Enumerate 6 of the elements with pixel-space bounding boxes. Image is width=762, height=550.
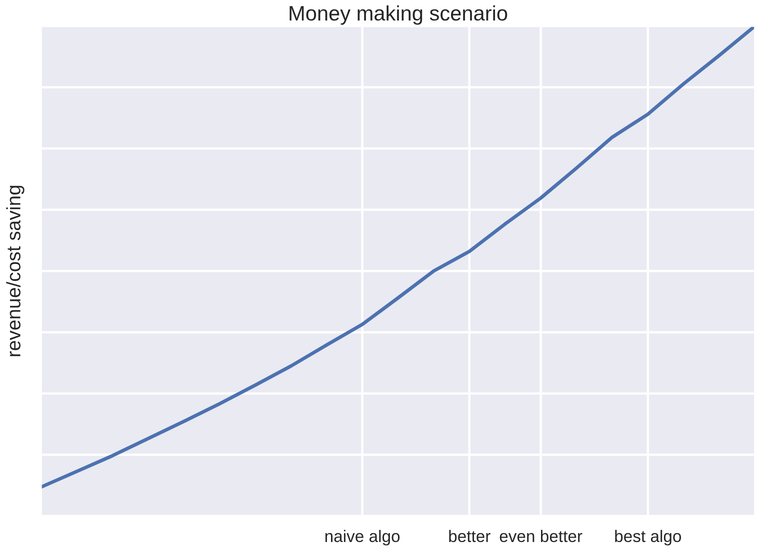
x-tick-label: better xyxy=(449,530,490,542)
chart-title: Money making scenario xyxy=(290,5,508,25)
x-tick-label: even better xyxy=(500,530,582,542)
x-tick-label: best algo xyxy=(615,530,682,546)
x-tick-label: naive algo xyxy=(325,530,400,546)
y-axis-title: revenue/cost saving xyxy=(6,186,24,356)
